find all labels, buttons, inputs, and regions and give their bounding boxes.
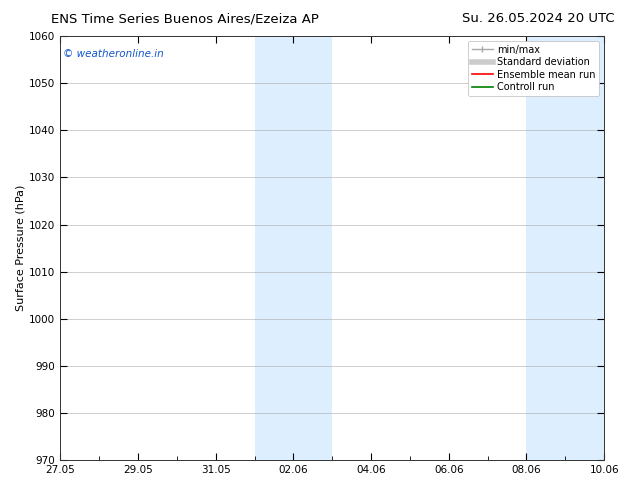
Text: Su. 26.05.2024 20 UTC: Su. 26.05.2024 20 UTC (462, 12, 615, 25)
Y-axis label: Surface Pressure (hPa): Surface Pressure (hPa) (15, 185, 25, 311)
Legend: min/max, Standard deviation, Ensemble mean run, Controll run: min/max, Standard deviation, Ensemble me… (468, 41, 599, 96)
Bar (526, 36, 604, 460)
Bar (254, 36, 332, 460)
Text: © weatheronline.in: © weatheronline.in (63, 49, 164, 59)
Text: ENS Time Series Buenos Aires/Ezeiza AP: ENS Time Series Buenos Aires/Ezeiza AP (51, 12, 319, 25)
